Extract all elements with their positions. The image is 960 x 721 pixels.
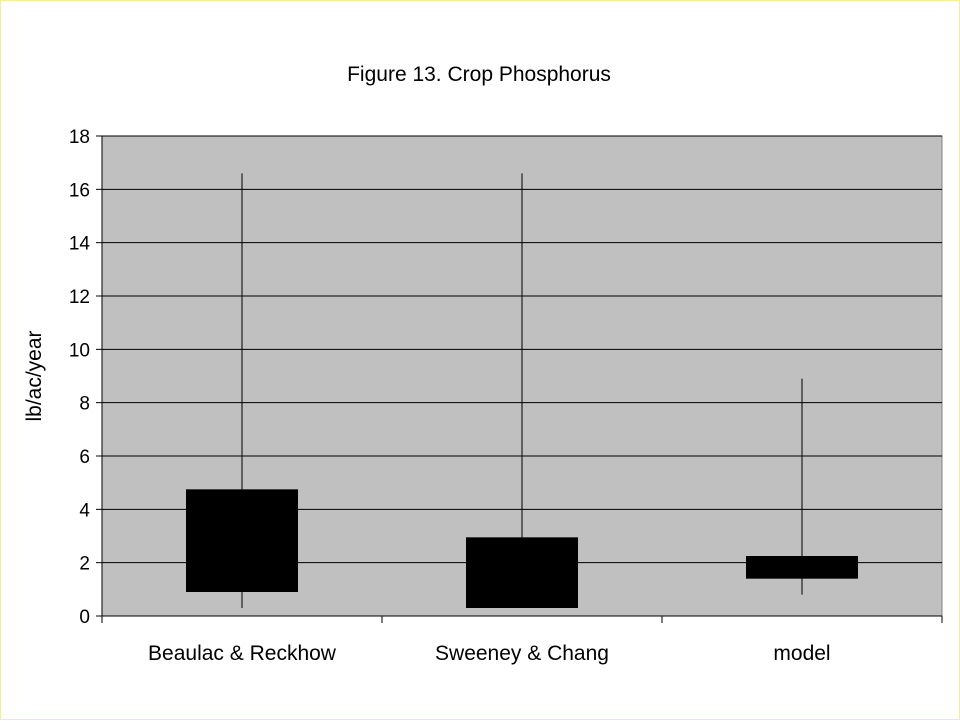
y-tick-label: 0	[79, 607, 90, 628]
x-category-label: Beaulac & Reckhow	[148, 642, 337, 665]
y-tick-label: 18	[69, 127, 90, 148]
x-category-label: Sweeney & Chang	[435, 642, 609, 665]
y-axis-label: lb/ac/year	[23, 330, 46, 421]
y-tick-label: 14	[69, 234, 91, 255]
y-tick-label: 16	[69, 180, 90, 201]
y-tick-label: 2	[79, 554, 90, 575]
box	[466, 537, 578, 608]
x-axis: Beaulac & Reckhow Sweeney & Chang model	[101, 615, 943, 665]
x-category-label: model	[773, 642, 830, 665]
y-axis: 0 2 4 6 8 10 12 14 16 18	[69, 127, 103, 628]
y-tick-label: 4	[79, 500, 90, 521]
y-tick-label: 6	[79, 447, 90, 468]
y-tick-label: 10	[69, 340, 90, 361]
y-tick-label: 12	[69, 287, 90, 308]
chart-title: Figure 13. Crop Phosphorus	[347, 63, 611, 86]
y-tick-label: 8	[79, 394, 90, 415]
box-series	[186, 173, 858, 608]
box	[186, 489, 298, 592]
box	[746, 556, 858, 579]
